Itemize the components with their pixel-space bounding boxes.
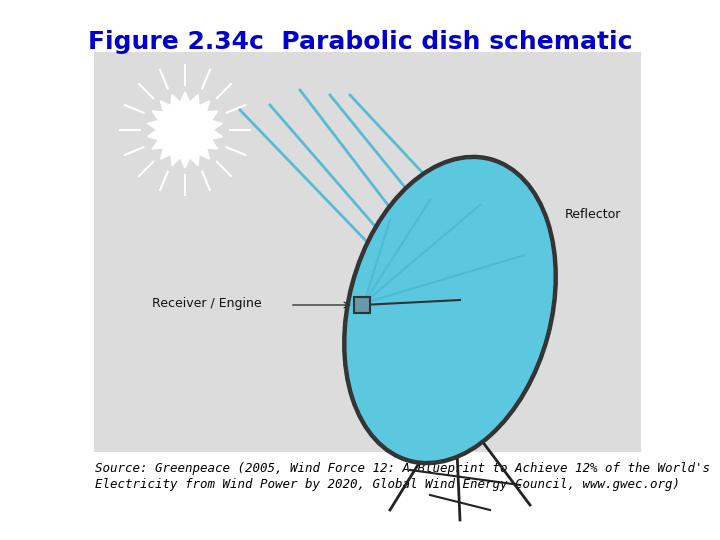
FancyBboxPatch shape xyxy=(354,297,370,313)
Text: Figure 2.34c  Parabolic dish schematic: Figure 2.34c Parabolic dish schematic xyxy=(88,30,632,54)
Text: Reflector: Reflector xyxy=(565,208,621,221)
Text: Receiver / Engine: Receiver / Engine xyxy=(153,296,262,309)
Polygon shape xyxy=(148,92,222,168)
Text: Source: Greenpeace (2005, Wind Force 12: A Blueprint to Achieve 12% of the World: Source: Greenpeace (2005, Wind Force 12:… xyxy=(95,462,710,475)
FancyBboxPatch shape xyxy=(94,52,641,452)
Ellipse shape xyxy=(346,158,554,462)
Circle shape xyxy=(163,108,207,152)
Text: Electricity from Wind Power by 2020, Global Wind Energy Council, www.gwec.org): Electricity from Wind Power by 2020, Glo… xyxy=(95,478,680,491)
